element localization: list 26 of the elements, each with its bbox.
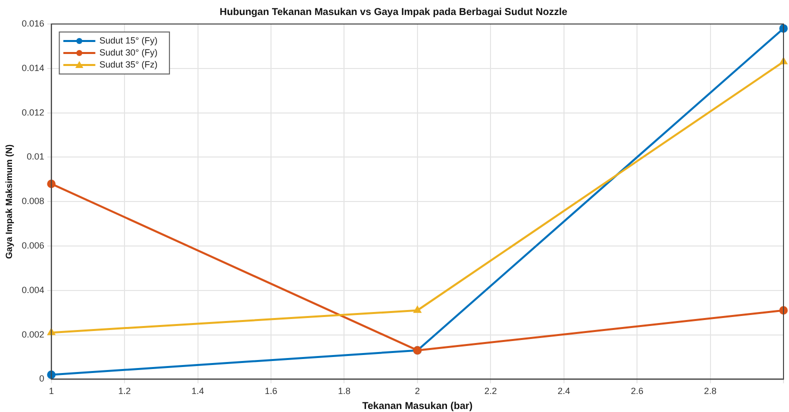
y-tick-label: 0.01 (26, 152, 44, 162)
x-tick-label: 2.4 (558, 386, 570, 396)
x-tick-label: 1.6 (264, 386, 278, 396)
y-tick-label: 0.008 (22, 196, 44, 206)
y-tick-label: 0 (39, 374, 44, 384)
legend-label: Sudut 35° (Fz) (99, 59, 158, 70)
y-tick-label: 0.004 (22, 284, 44, 295)
x-tick-label: 2.6 (630, 386, 644, 396)
x-tick-label: 2.8 (704, 386, 717, 396)
y-axis-title: Gaya Impak Maksimum (N) (4, 144, 14, 259)
point (414, 306, 422, 313)
x-tick-label: 2 (414, 386, 420, 396)
x-tick-label: 1.8 (338, 386, 350, 396)
y-tick-label: 0.002 (22, 329, 44, 340)
x-tick-label: 1.4 (192, 386, 204, 396)
legend-label: Sudut 30° (Fy) (99, 47, 158, 58)
x-tick-label: 1.2 (118, 386, 131, 396)
legend-label: Sudut 15° (Fy) (99, 35, 158, 46)
y-tick-label: 0.012 (22, 107, 44, 118)
y-tick-label: 0.016 (22, 18, 44, 28)
x-tick-label: 2.2 (484, 386, 497, 396)
x-tick-label: 1 (48, 386, 54, 396)
y-tick-label: 0.014 (22, 62, 44, 73)
y-tick-label: 0.006 (22, 240, 44, 250)
x-axis-title: Tekanan Masukan (bar) (362, 400, 473, 412)
chart-title: Hubungan Tekanan Masukan vs Gaya Impak pada Berbagai Sudut Nozzle (220, 6, 568, 18)
